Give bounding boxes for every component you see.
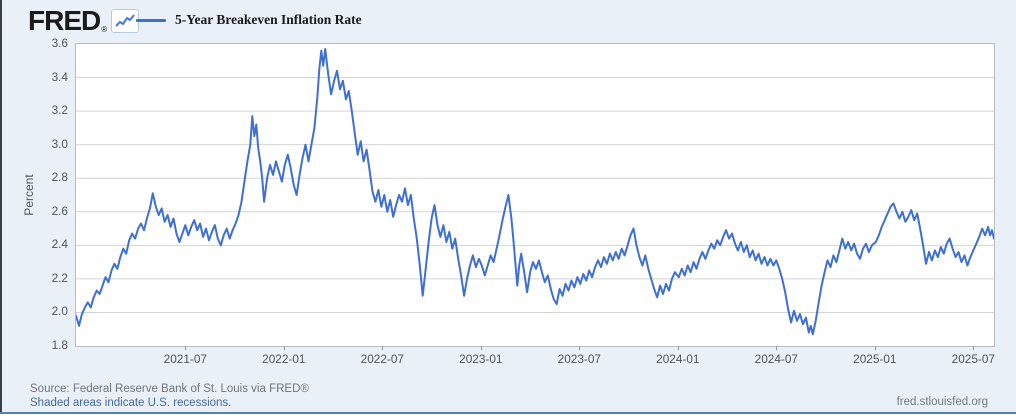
y-tick-label: 2.0 [51,304,68,319]
legend-line-swatch [136,18,166,22]
registered-mark: ® [101,25,108,34]
x-tick-mark [283,346,285,350]
x-tick-mark [185,346,187,350]
y-tick-label: 2.2 [51,270,68,285]
x-tick-mark [480,346,482,350]
y-tick-label: 2.6 [51,203,68,218]
legend: 5-Year Breakeven Inflation Rate [136,12,362,28]
x-tick-label: 2023-07 [557,352,601,366]
x-tick-label: 2024-07 [754,352,798,366]
y-tick-label: 2.8 [51,170,68,185]
series-title-link[interactable]: 5-Year Breakeven Inflation Rate [175,12,362,27]
x-tick-label: 2025-07 [951,352,995,366]
y-tick-label: 2.4 [51,237,68,252]
x-tick-label: 2021-07 [163,352,207,366]
source-attribution: Source: Federal Reserve Bank of St. Loui… [30,383,309,395]
fred-logo-text: FRED [28,5,101,36]
x-tick-label: 2022-07 [360,352,404,366]
fred-site-link[interactable]: fred.stlouisfed.org [896,396,988,408]
x-tick-mark [382,346,384,350]
plot-area[interactable] [75,43,995,347]
x-tick-mark [677,346,679,350]
fred-sparkline-icon [111,9,140,33]
y-tick-label: 3.0 [51,136,68,151]
x-tick-mark [874,346,876,350]
fred-logo[interactable]: FRED ® [28,5,140,36]
y-tick-label: 3.2 [51,103,68,118]
x-tick-label: 2022-01 [262,352,306,366]
y-tick-label: 3.4 [51,69,68,84]
x-tick-mark [776,346,778,350]
recessions-note-link[interactable]: Shaded areas indicate U.S. recessions. [30,397,232,409]
x-tick-mark [579,346,581,350]
widget-bottom-divider [0,412,1016,414]
window-left-border [0,0,2,414]
x-tick-label: 2025-01 [853,352,897,366]
x-tick-mark [973,346,975,350]
x-tick-label: 2023-01 [459,352,503,366]
y-tick-label: 3.6 [51,36,68,50]
y-tick-label: 1.8 [51,338,68,352]
x-tick-label: 2024-01 [656,352,700,366]
series-line [76,48,994,336]
